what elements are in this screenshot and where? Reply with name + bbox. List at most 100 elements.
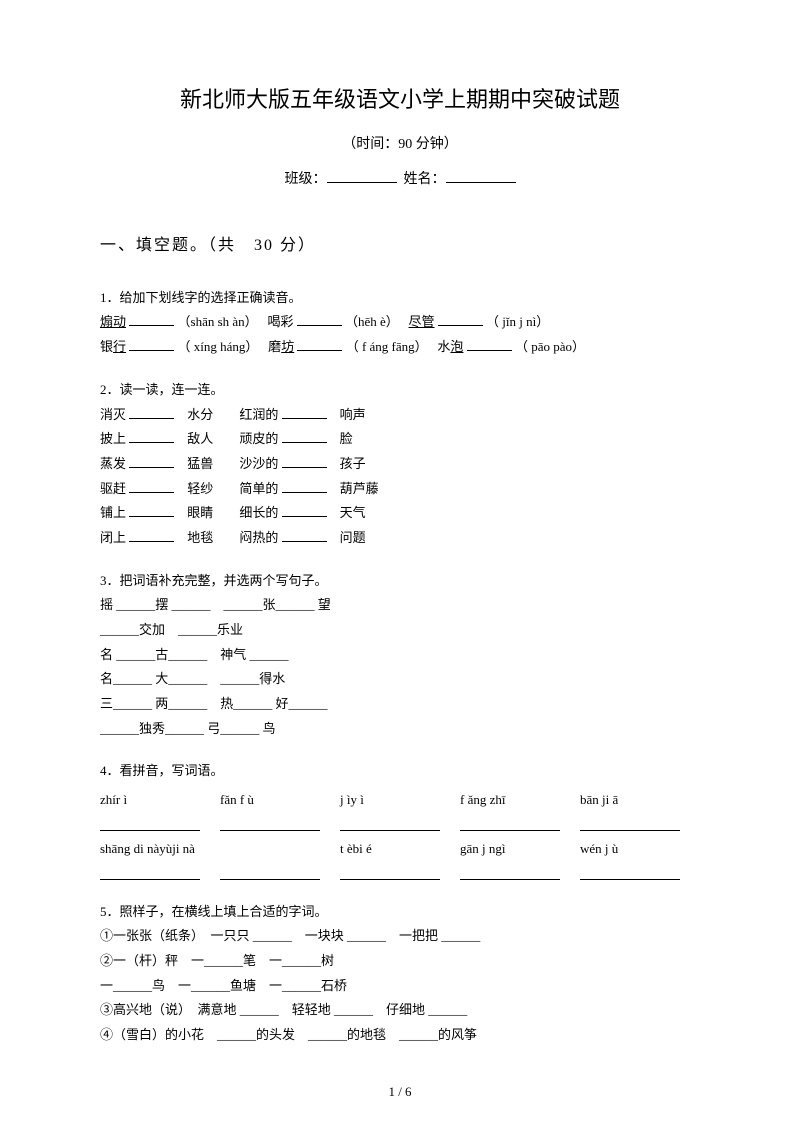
q4-p1: fǎn f ù — [220, 788, 340, 813]
class-label: 班级： — [285, 172, 327, 187]
q3-line-0: 摇 ______摆 ______ ______张______ 望 — [100, 593, 700, 618]
q1-blank-3[interactable] — [129, 335, 174, 351]
q4-b3[interactable] — [460, 815, 560, 831]
q2-r0d: 响声 — [340, 407, 366, 422]
section-1-title: 一、填空题。（共 30 分） — [100, 232, 700, 261]
q1-pinyin-0: （shān sh àn） — [178, 314, 252, 329]
q2-r1b: 敌人 — [187, 431, 213, 446]
q2-b0a[interactable] — [129, 403, 174, 419]
q2-r4c: 细长的 — [239, 505, 278, 520]
q1-pinyin-2: （ jǐn j nì） — [486, 314, 549, 329]
name-blank[interactable] — [446, 167, 516, 183]
q4-b4[interactable] — [580, 815, 680, 831]
q2-b0c[interactable] — [282, 403, 327, 419]
q2-r1a: 披上 — [100, 431, 126, 446]
q2-r5c: 闷热的 — [239, 530, 278, 545]
q3-line-3: 名______ 大______ ______得水 — [100, 667, 700, 692]
question-2: 2．读一读，连一连。 消灭 水分 红润的 响声 披上 敌人 顽皮的 脸 蒸发 猛… — [100, 378, 700, 551]
question-4: 4．看拼音，写词语。 zhír ì fǎn f ù j ìy ì f ǎng z… — [100, 759, 700, 879]
q5-line-4: ④（雪白）的小花 ______的头发 ______的地毯 ______的风筝 — [100, 1023, 700, 1048]
q4-p7: t èbi é — [340, 837, 460, 862]
q1-blank-4[interactable] — [297, 335, 342, 351]
q4-b0[interactable] — [100, 815, 200, 831]
q2-r4a: 铺上 — [100, 505, 126, 520]
q2-r4d: 天气 — [340, 505, 366, 520]
q4-p5: shāng di nàyùji nà — [100, 837, 340, 862]
q2-r1c: 顽皮的 — [239, 431, 278, 446]
q2-r2b: 猛兽 — [187, 456, 213, 471]
q2-b3a[interactable] — [129, 477, 174, 493]
q2-title: 读一读，连一连。 — [120, 382, 224, 397]
q5-line-1: ②一（杆）秤 一______笔 一______树 — [100, 949, 700, 974]
q4-p9: wén j ù — [580, 837, 700, 862]
q2-r0a: 消灭 — [100, 407, 126, 422]
q2-r5b: 地毯 — [187, 530, 213, 545]
student-info: 班级： 姓名： — [100, 167, 700, 192]
q5-line-0: ①一张张（纸条） 一只只 ______ 一块块 ______ 一把把 _____… — [100, 924, 700, 949]
q1-blank-2[interactable] — [438, 310, 483, 326]
q4-b8[interactable] — [460, 864, 560, 880]
q1-word-2: 尽管 — [409, 314, 435, 329]
class-blank[interactable] — [327, 167, 397, 183]
q2-b1c[interactable] — [282, 427, 327, 443]
q1-blank-5[interactable] — [467, 335, 512, 351]
q2-b2c[interactable] — [282, 452, 327, 468]
q4-p0: zhír ì — [100, 788, 220, 813]
q2-b5c[interactable] — [282, 526, 327, 542]
q3-title: 把词语补充完整，并选两个写句子。 — [120, 573, 328, 588]
q2-r2a: 蒸发 — [100, 456, 126, 471]
q5-line-3: ③高兴地（说） 满意地 ______ 轻轻地 ______ 仔细地 ______ — [100, 998, 700, 1023]
q2-b2a[interactable] — [129, 452, 174, 468]
q4-title: 看拼音，写词语。 — [120, 763, 224, 778]
question-3: 3．把词语补充完整，并选两个写句子。 摇 ______摆 ______ ____… — [100, 569, 700, 742]
q2-r3c: 简单的 — [239, 481, 278, 496]
exam-subtitle: （时间：90 分钟） — [100, 132, 700, 157]
q4-p8: gān j ngì — [460, 837, 580, 862]
q3-line-2: 名 ______古______ 神气 ______ — [100, 643, 700, 668]
q2-r1d: 脸 — [340, 431, 353, 446]
q3-line-1: ______交加 ______乐业 — [100, 618, 700, 643]
q2-r2d: 孩子 — [340, 456, 366, 471]
page-footer: 1 / 6 — [0, 1080, 800, 1103]
q1-word-0: 煽动 — [100, 314, 126, 329]
q4-p3: f ǎng zhī — [460, 788, 580, 813]
q1-pinyin-4: （ f áng fāng） — [346, 339, 421, 354]
q4-b9[interactable] — [580, 864, 680, 880]
q1-pinyin-5: （ pāo pào） — [515, 339, 585, 354]
q2-num: 2． — [100, 382, 120, 397]
q2-r0c: 红润的 — [239, 407, 278, 422]
q2-r3a: 驱赶 — [100, 481, 126, 496]
q4-b5[interactable] — [100, 864, 200, 880]
q2-r5a: 闭上 — [100, 530, 126, 545]
exam-title: 新北师大版五年级语文小学上期期中突破试题 — [100, 80, 700, 120]
q1-blank-1[interactable] — [297, 310, 342, 326]
question-1: 1．给加下划线字的选择正确读音。 煽动 （shān sh àn） 喝彩 （hēh… — [100, 286, 700, 360]
q4-b7[interactable] — [340, 864, 440, 880]
q1-word-1: 喝彩 — [267, 314, 293, 329]
q4-num: 4． — [100, 763, 120, 778]
q2-b3c[interactable] — [282, 477, 327, 493]
q1-num: 1． — [100, 290, 120, 305]
q4-p4: bān ji ā — [580, 788, 700, 813]
q2-b5a[interactable] — [129, 526, 174, 542]
q5-line-2: 一______鸟 一______鱼塘 一______石桥 — [100, 974, 700, 999]
q4-b2[interactable] — [340, 815, 440, 831]
q2-r2c: 沙沙的 — [239, 456, 278, 471]
q2-b4c[interactable] — [282, 501, 327, 517]
q5-num: 5． — [100, 904, 120, 919]
q2-r3b: 轻纱 — [187, 481, 213, 496]
q2-b1a[interactable] — [129, 427, 174, 443]
q3-line-4: 三______ 两______ 热______ 好______ — [100, 692, 700, 717]
q1-blank-0[interactable] — [129, 310, 174, 326]
q1-title: 给加下划线字的选择正确读音。 — [120, 290, 302, 305]
q4-b6[interactable] — [220, 864, 320, 880]
q2-b4a[interactable] — [129, 501, 174, 517]
name-label: 姓名： — [404, 172, 446, 187]
q4-b1[interactable] — [220, 815, 320, 831]
q2-r3d: 葫芦藤 — [340, 481, 379, 496]
question-5: 5．照样子，在横线上填上合适的字词。 ①一张张（纸条） 一只只 ______ 一… — [100, 900, 700, 1048]
q2-r4b: 眼睛 — [187, 505, 213, 520]
q4-p2: j ìy ì — [340, 788, 460, 813]
q2-r5d: 问题 — [340, 530, 366, 545]
q1-pinyin-1: （hēh è） — [345, 314, 392, 329]
